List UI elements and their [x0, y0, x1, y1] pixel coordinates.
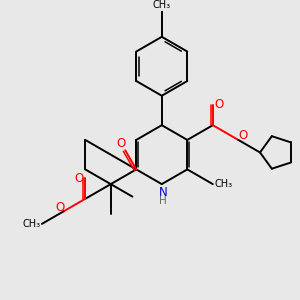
Text: CH₃: CH₃ — [214, 179, 233, 189]
Text: O: O — [75, 172, 84, 185]
Text: O: O — [238, 130, 248, 142]
Text: O: O — [55, 201, 64, 214]
Text: N: N — [158, 187, 167, 200]
Text: CH₃: CH₃ — [153, 0, 171, 10]
Text: H: H — [159, 196, 166, 206]
Text: O: O — [117, 137, 126, 150]
Text: O: O — [214, 98, 223, 111]
Text: CH₃: CH₃ — [22, 219, 40, 229]
